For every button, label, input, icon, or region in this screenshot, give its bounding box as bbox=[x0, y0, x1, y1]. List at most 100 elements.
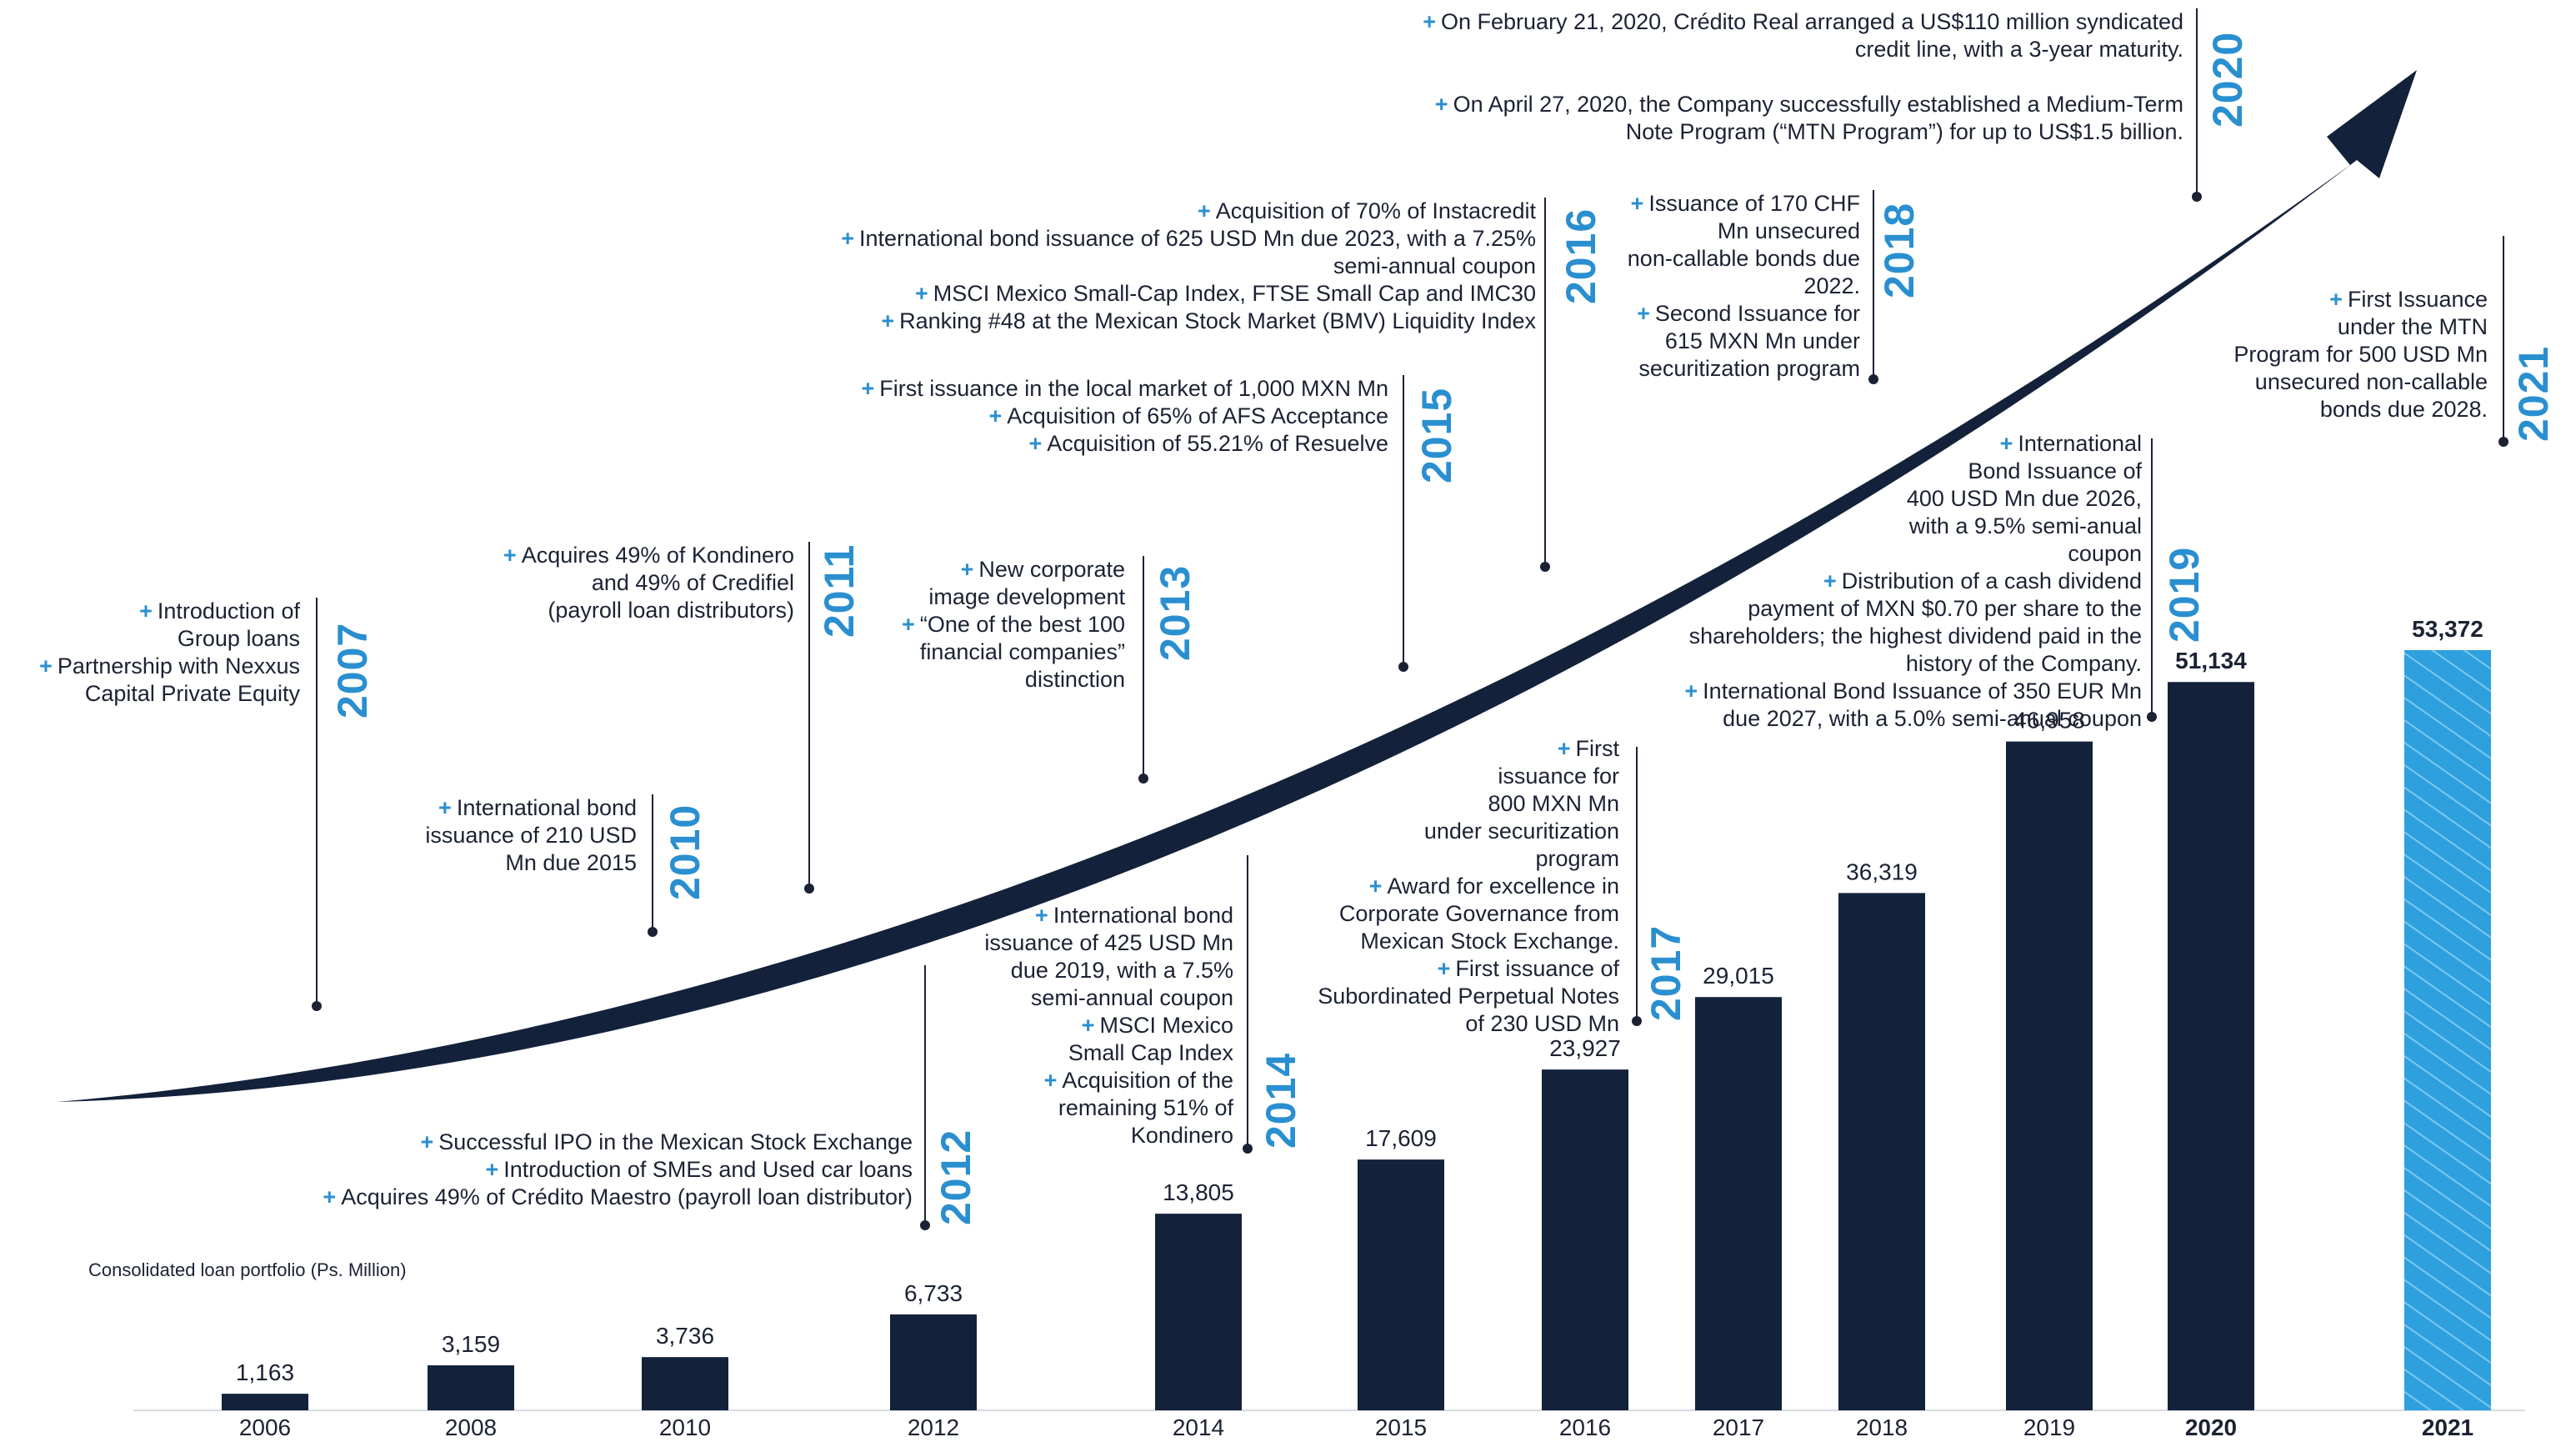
year-label-2013: 2013 bbox=[1152, 564, 1198, 661]
milestone-2017-text: issuance for bbox=[1318, 763, 1619, 790]
milestone-line: Second Issuance for bbox=[1654, 301, 1860, 326]
leader-dot-2018 bbox=[1868, 374, 1878, 384]
milestone-line: unsecured non-callable bbox=[2254, 369, 2488, 394]
milestone-line: non-callable bonds due bbox=[1627, 246, 1860, 271]
bar-2021 bbox=[2404, 650, 2491, 1410]
milestone-2021-text: unsecured non-callable bbox=[2233, 368, 2488, 396]
milestone-line: of 230 USD Mn bbox=[1465, 1011, 1619, 1036]
leader-dot-2013 bbox=[1138, 774, 1148, 784]
plus-icon: + bbox=[1999, 431, 2013, 456]
milestone-line: International bond bbox=[1053, 903, 1233, 928]
leader-dot-2007 bbox=[312, 1001, 322, 1011]
milestone-2012-text: + Introduction of SMEs and Used car loans bbox=[323, 1156, 913, 1184]
milestone-line: Distribution of a cash dividend bbox=[1841, 568, 2142, 593]
milestone-line: Subordinated Perpetual Notes bbox=[1318, 984, 1619, 1009]
bar-2017 bbox=[1695, 997, 1782, 1410]
value-label-2018: 36,319 bbox=[1846, 859, 1918, 884]
milestone-line: Introduction of bbox=[157, 598, 300, 623]
milestone-2013-text: distinction bbox=[902, 666, 1125, 693]
milestone-line: Mn unsecured bbox=[1717, 218, 1860, 243]
year-label-2010: 2010 bbox=[662, 804, 708, 900]
x-tick-2021: 2021 bbox=[2422, 1414, 2473, 1440]
plus-icon: + bbox=[1684, 678, 1698, 703]
milestone-2007: + Introduction of Group loans + Partnership … bbox=[39, 598, 300, 708]
plus-icon: + bbox=[1368, 874, 1383, 899]
x-tick-2010: 2010 bbox=[659, 1414, 711, 1440]
milestone-2016-text: semi-annual coupon bbox=[841, 253, 1536, 280]
milestone-2019-text: Bond Issuance of bbox=[1684, 458, 2142, 485]
milestone-2013-text: + “One of the best 100 bbox=[902, 611, 1125, 638]
bar-2008 bbox=[428, 1365, 514, 1410]
year-label-2021: 2021 bbox=[2510, 345, 2557, 442]
milestone-2018-text: non-callable bonds due bbox=[1628, 245, 1860, 273]
milestone-2014-text: Small Cap Index bbox=[984, 1039, 1233, 1067]
milestone-line: due 2019, with a 7.5% bbox=[1010, 958, 1233, 983]
plus-icon: + bbox=[1823, 568, 1837, 593]
milestone-2016-text: + MSCI Mexico Small-Cap Index, FTSE Small… bbox=[841, 280, 1536, 308]
milestone-2014-text: + International bond bbox=[984, 902, 1233, 929]
milestone-2017-text: Corporate Governance from bbox=[1318, 900, 1619, 928]
milestone-2013: + New corporate image development + “One of … bbox=[902, 556, 1125, 693]
milestone-2021-text: + First Issuance bbox=[2233, 286, 2488, 313]
milestone-2017: + First issuance for 800 MXN Mn under securi… bbox=[1318, 735, 1619, 1038]
milestone-2015-text: + First issuance in the local market of 1… bbox=[861, 375, 1388, 403]
milestone-2019-text: + International bbox=[1684, 430, 2142, 458]
value-label-2006: 1,163 bbox=[236, 1359, 294, 1385]
milestone-2014: + International bond issuance of 425 USD M… bbox=[984, 902, 1233, 1149]
milestone-2011-text: and 49% of Credifiel bbox=[503, 569, 794, 597]
year-label-2011: 2011 bbox=[816, 543, 863, 638]
milestone-2017-text: + Award for excellence in bbox=[1318, 873, 1619, 900]
milestone-2018-text: + Issuance of 170 CHF bbox=[1628, 190, 1860, 218]
plus-icon: + bbox=[1630, 191, 1644, 216]
milestone-line: history of the Company. bbox=[1905, 651, 2142, 676]
value-label-2020: 51,134 bbox=[2175, 648, 2247, 673]
bar-2014 bbox=[1155, 1214, 1242, 1410]
milestone-2017-text: 800 MXN Mn bbox=[1318, 790, 1619, 818]
milestone-2021-text: under the MTN bbox=[2233, 313, 2488, 341]
milestone-line: 2022. bbox=[1803, 273, 1860, 298]
year-label-2015: 2015 bbox=[1413, 387, 1460, 483]
milestone-line: First issuance in the local market of 1,… bbox=[879, 376, 1388, 401]
milestone-2019-text: with a 9.5% semi-anual bbox=[1684, 513, 2142, 540]
milestone-line: image development bbox=[928, 584, 1125, 609]
plus-icon: + bbox=[438, 795, 452, 820]
milestone-2007-text: + Introduction of bbox=[39, 598, 300, 625]
year-label-2016: 2016 bbox=[1558, 208, 1604, 304]
year-label-2014: 2014 bbox=[1258, 1052, 1304, 1149]
milestone-line: On February 21, 2020, Crédito Real arran… bbox=[1441, 9, 2183, 34]
milestone-2021-text: Program for 500 USD Mn bbox=[2233, 341, 2488, 368]
milestone-line: Kondinero bbox=[1130, 1123, 1233, 1148]
value-label-2021: 53,372 bbox=[2412, 616, 2483, 642]
leader-dot-2011 bbox=[804, 884, 814, 894]
milestone-line: Mn due 2015 bbox=[505, 850, 637, 875]
plus-icon: + bbox=[914, 281, 928, 306]
milestone-line: First issuance of bbox=[1455, 956, 1619, 981]
milestone-2017-text: Mexican Stock Exchange. bbox=[1318, 928, 1619, 955]
x-tick-2016: 2016 bbox=[1559, 1414, 1611, 1440]
milestone-line: Acquisition of 55.21% of Resuelve bbox=[1047, 431, 1388, 456]
milestone-2014-text: issuance of 425 USD Mn bbox=[984, 929, 1233, 957]
milestone-line: MSCI Mexico bbox=[1099, 1013, 1233, 1038]
value-label-2019: 46,958 bbox=[2013, 708, 2085, 734]
milestone-2007-text: Capital Private Equity bbox=[39, 680, 300, 708]
value-label-2014: 13,805 bbox=[1163, 1179, 1234, 1205]
plus-icon: + bbox=[1028, 431, 1043, 456]
milestone-line: securitization program bbox=[1638, 356, 1860, 381]
leader-dot-2016 bbox=[1540, 562, 1550, 572]
bar-2016 bbox=[1542, 1069, 1628, 1410]
plus-icon: + bbox=[485, 1157, 499, 1182]
milestone-2019-text: + International Bond Issuance of 350 EUR … bbox=[1684, 678, 2142, 705]
milestone-line: Acquisition of 65% of AFS Acceptance bbox=[1007, 403, 1388, 428]
plus-icon: + bbox=[1043, 1068, 1058, 1093]
milestone-line: bonds due 2028. bbox=[2319, 397, 2488, 422]
x-tick-2012: 2012 bbox=[908, 1414, 959, 1440]
milestone-2011: + Acquires 49% of Kondinero and 49% of Cre… bbox=[503, 542, 794, 624]
value-label-2016: 23,927 bbox=[1549, 1035, 1621, 1061]
milestone-2017-text: + First bbox=[1318, 735, 1619, 763]
milestone-2017-text: of 230 USD Mn bbox=[1318, 1010, 1619, 1038]
milestone-line: coupon bbox=[2068, 541, 2142, 566]
milestone-2013-text: image development bbox=[902, 583, 1125, 611]
leader-dot-2019 bbox=[2147, 712, 2157, 722]
milestone-line: International bond issuance of 625 USD M… bbox=[858, 226, 1536, 251]
